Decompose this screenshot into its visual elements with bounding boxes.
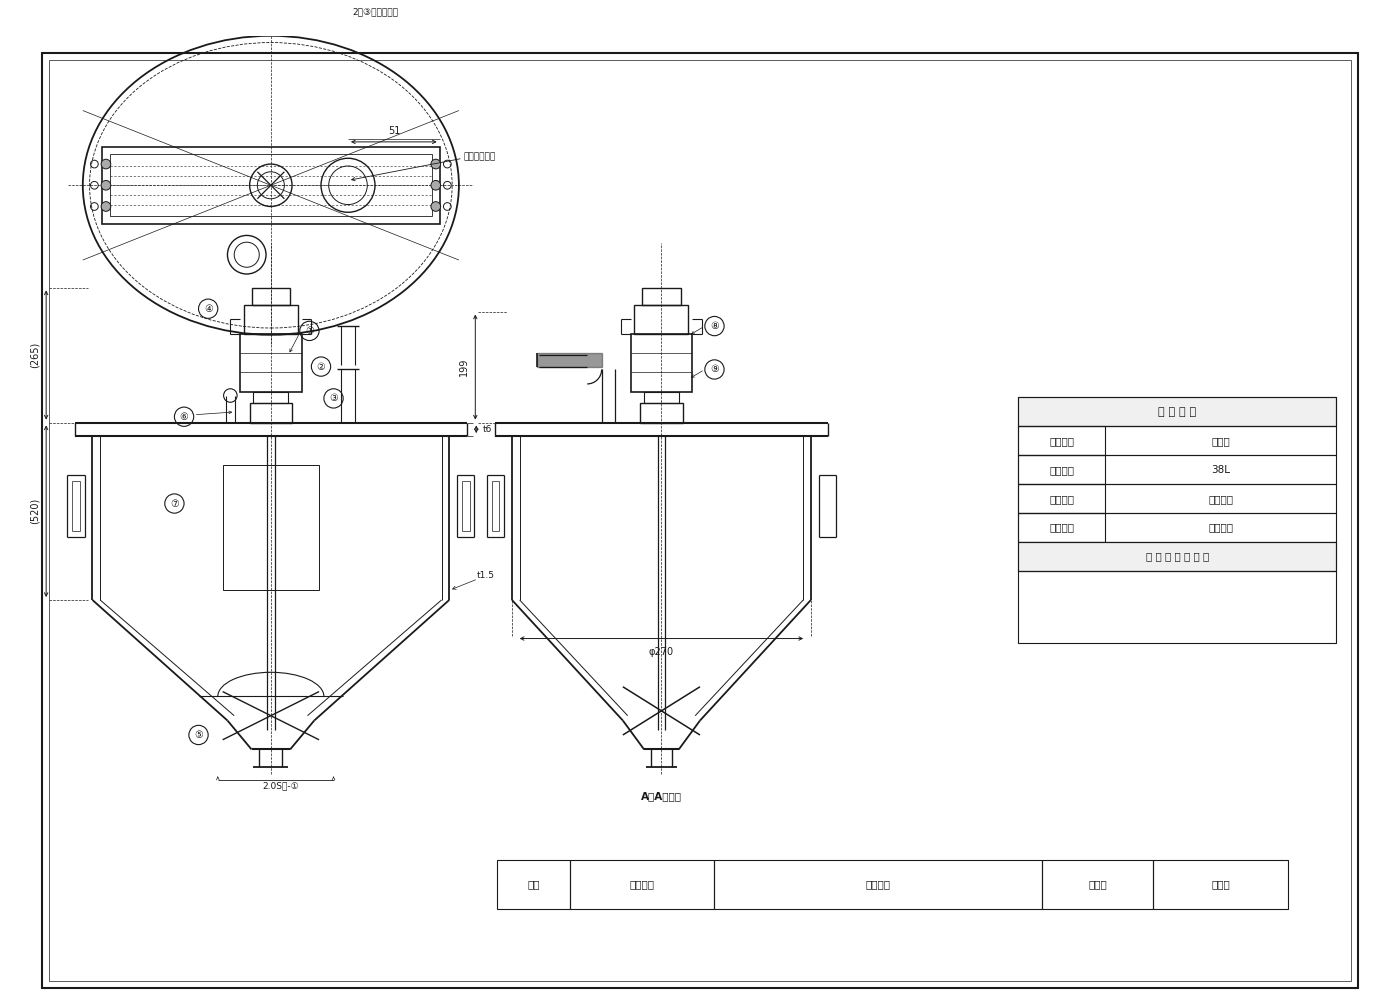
Text: 内面仕上: 内面仕上 [1049,493,1074,504]
Text: 外面仕上: 外面仕上 [1049,523,1074,533]
Circle shape [431,159,441,169]
Text: そ の 他 特 記 事 項: そ の 他 特 記 事 項 [1145,552,1210,562]
Bar [1018,514,1105,542]
Text: ⑥: ⑥ [179,412,189,422]
Text: 全体容量: 全体容量 [1049,464,1074,474]
Text: A－A矢視図: A－A矢視図 [641,791,682,801]
Circle shape [431,202,441,211]
Text: ①: ① [305,326,314,336]
Bar [1018,426,1337,455]
Text: ②: ② [316,362,325,372]
Circle shape [101,202,111,211]
Bar [1018,484,1105,514]
Text: (520): (520) [29,498,39,525]
Text: 38L: 38L [1211,464,1231,474]
Bar [1043,860,1154,909]
Bar [630,334,692,392]
Text: 年月日: 年月日 [1088,879,1107,889]
Circle shape [101,159,111,169]
Bar [1018,571,1337,643]
Text: 199: 199 [459,358,469,376]
Text: 設 計 仕 様: 設 計 仕 様 [1158,407,1197,417]
Bar [1018,542,1337,571]
Bar [497,860,570,909]
Text: バフ研磨: バフ研磨 [1208,493,1233,504]
Text: 大気圧: 大気圧 [1211,436,1231,446]
Polygon shape [538,353,602,367]
Bar [1018,455,1337,484]
Text: ⑧: ⑧ [710,321,718,331]
Text: ⑨: ⑨ [710,365,718,375]
Bar [1018,484,1337,514]
Circle shape [431,181,441,190]
Circle shape [101,181,111,190]
Text: (265): (265) [29,342,39,368]
Bar [102,147,440,224]
Bar [714,860,1043,909]
Text: ④: ④ [204,304,213,314]
Text: 2－③ﾍクランプ: 2－③ﾍクランプ [353,7,399,16]
Bar [109,155,433,216]
Text: 変更内容: 変更内容 [867,879,890,889]
Text: φ270: φ270 [648,647,673,657]
Text: 変更者: 変更者 [1211,879,1231,889]
Text: バフ研磨: バフ研磨 [1208,523,1233,533]
Text: 使用圧力: 使用圧力 [1049,436,1074,446]
Bar [252,287,290,305]
Bar [223,465,319,590]
Text: ⑤: ⑤ [195,730,203,740]
Bar [1154,860,1288,909]
Text: 51: 51 [388,127,400,137]
Bar [1018,426,1105,455]
Bar [1018,455,1105,484]
Text: 撹拌機取付穴: 撹拌機取付穴 [463,152,496,161]
Bar [1018,514,1337,542]
Bar [644,392,679,403]
Bar [634,305,689,334]
Text: ③: ③ [329,393,337,403]
Bar [570,860,714,909]
Bar [253,392,288,403]
Text: A: A [270,0,277,2]
Circle shape [265,12,277,25]
Bar [1018,397,1337,426]
Bar [244,305,298,334]
Bar [249,403,293,422]
Bar [643,287,680,305]
Bar [239,334,302,392]
Text: 2.0Sに-①: 2.0Sに-① [262,782,298,791]
Text: t1.5: t1.5 [477,572,496,580]
Text: 変更項目: 変更項目 [630,879,655,889]
Text: t6: t6 [483,425,493,434]
Bar [640,403,683,422]
Text: ⑦: ⑦ [169,498,179,509]
Text: 記号: 記号 [528,879,540,889]
